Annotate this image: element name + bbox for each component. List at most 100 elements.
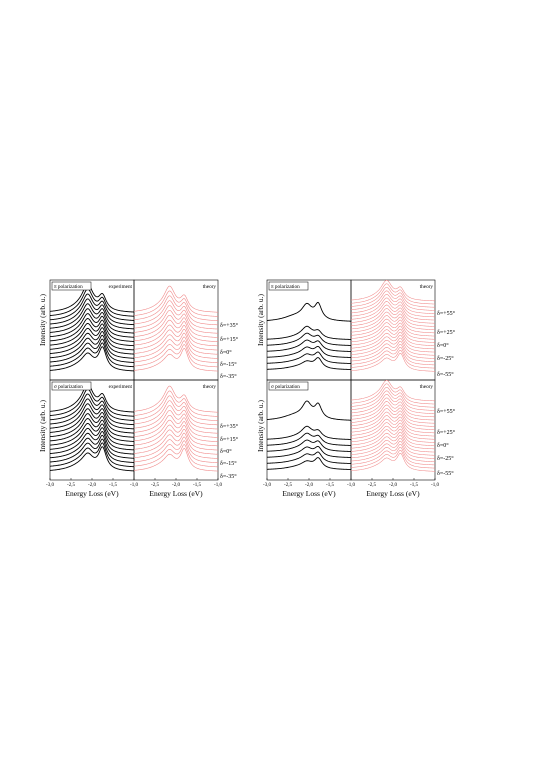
spectrum-line [350,446,436,466]
right-x-ticks: -3,0 -2,5 -2,0 -1,5 -1,0 -2,5 -2,0 -1,5 -1,0 [263,478,439,488]
spectrum-line [133,428,219,451]
spectrum-line [49,388,135,417]
spectrum-line [133,436,219,459]
spectrum-line [350,404,436,424]
spectrum-line [350,440,436,459]
right-bottom-theory-label: theory [420,384,434,390]
spectrum-line [133,395,219,421]
spectrum-line [350,453,436,472]
x-tick-label: -2,5 [67,483,75,488]
spectrum-line [350,337,436,356]
left-bottom-pol-box [51,381,92,391]
spectrum-line [133,400,219,426]
right-bottom-theory-curves [350,379,436,472]
spectrum-line [49,422,135,447]
right-bottom-exp-curves [266,400,352,470]
right-top-y-label: Intensity (arb. u.) [256,293,265,346]
spectrum-line [49,408,135,434]
spectrum-line [49,383,135,413]
spectrum-line [133,305,219,330]
spectrum-line [133,432,219,455]
spectrum-line [266,351,352,364]
x-tick-label: -1,0 [130,483,138,488]
spectrum-line [350,315,436,334]
spectrum-line [49,418,135,442]
spectrum-line [49,427,135,451]
spectrum-line [49,446,135,472]
spectrum-line [350,343,436,362]
spectrum-line [49,308,135,334]
spectrum-line [350,425,436,443]
x-tick-label: -1,5 [410,483,418,488]
spectrum-line [350,346,436,366]
spectrum-line [49,338,135,363]
left-bottom-theory-label: theory [203,384,217,390]
spectrum-line [49,403,135,430]
x-tick-label: -2,5 [151,483,159,488]
x-tick-label: -2,5 [284,483,292,488]
x-tick-label: -1,0 [214,483,222,488]
spectrum-line [49,413,135,438]
panel-right-bottom: σ polarization theory Energy Loss (eV) E… [266,379,436,498]
spectrum-line [49,398,135,426]
left-top-y-label: Intensity (arb. u.) [38,293,47,346]
spectrum-line [133,300,219,326]
spectrum-line [350,279,436,302]
spectrum-line [350,297,436,318]
spectrum-line [49,438,135,463]
spectrum-line [133,340,219,363]
spectrum-line [133,285,219,313]
delta-label: δ=+55° [437,408,456,415]
spectrum-line [49,313,135,338]
x-tick-label: -1,5 [109,483,117,488]
panel-left-bottom: σ polarization experiment theory Energy … [49,379,219,498]
spectrum-line [266,432,352,446]
x-tick-label: -2,0 [88,483,96,488]
left-bottom-delta-labels: δ=+35° δ=+15° δ=0° δ=-15° δ=-35° [220,423,239,480]
spectrum-line [350,390,436,411]
spectrum-line [266,439,352,452]
spectrum-line [350,325,436,343]
delta-label: δ=-55° [437,470,454,477]
delta-label: δ=+35° [220,322,239,329]
spectrum-line [133,295,219,321]
left-bottom-y-label: Intensity (arb. u.) [38,399,47,452]
spectrum-line [133,290,219,317]
spectrum-line [266,345,352,358]
spectrum-line [49,434,135,459]
right-top-theory-frame [350,279,436,381]
spectrum-line [350,428,436,446]
spectrum-line [350,294,436,314]
spectrum-line [350,322,436,340]
spectrum-line [133,319,219,342]
spectrum-line [49,442,135,468]
spectrum-line [133,310,219,334]
spectrum-line [350,383,436,405]
spectrum-line [350,328,436,346]
spectrum-line [350,408,436,427]
right-bottom-x-label-theory: Energy Loss (eV) [366,489,420,498]
left-bottom-exp-label: experiment [109,384,133,390]
x-tick-label: -1,0 [431,483,439,488]
left-top-pol-label: π polarization [54,284,83,290]
left-top-exp-curves [49,283,135,372]
delta-label: δ=-35° [220,373,237,380]
spectrum-line [49,334,135,359]
spectrum-line [49,327,135,351]
right-top-delta-labels: δ=+55° δ=+25° δ=0° δ=-25° δ=-55° [437,310,456,378]
spectrum-line [350,387,436,408]
right-top-theory-label: theory [420,284,434,290]
spectrum-line [266,357,352,370]
delta-label: δ=+55° [437,310,456,317]
x-tick-label: -2,0 [172,483,180,488]
panel-left-top: π polarization experiment theory [49,279,219,381]
x-tick-label: -1,0 [347,483,355,488]
spectrum-line [49,331,135,355]
left-bottom-x-label-exp: Energy Loss (eV) [65,489,119,498]
spectrum-line [350,450,436,469]
spectrum-line [266,457,352,470]
left-top-theory-label: theory [203,284,217,290]
x-tick-label: -1,5 [193,483,201,488]
left-x-ticks: -3,0 -2,5 -2,0 -1,5 -1,0 -2,5 -2,0 -1,5 -1,0 [46,478,222,488]
spectrum-line [133,410,219,434]
